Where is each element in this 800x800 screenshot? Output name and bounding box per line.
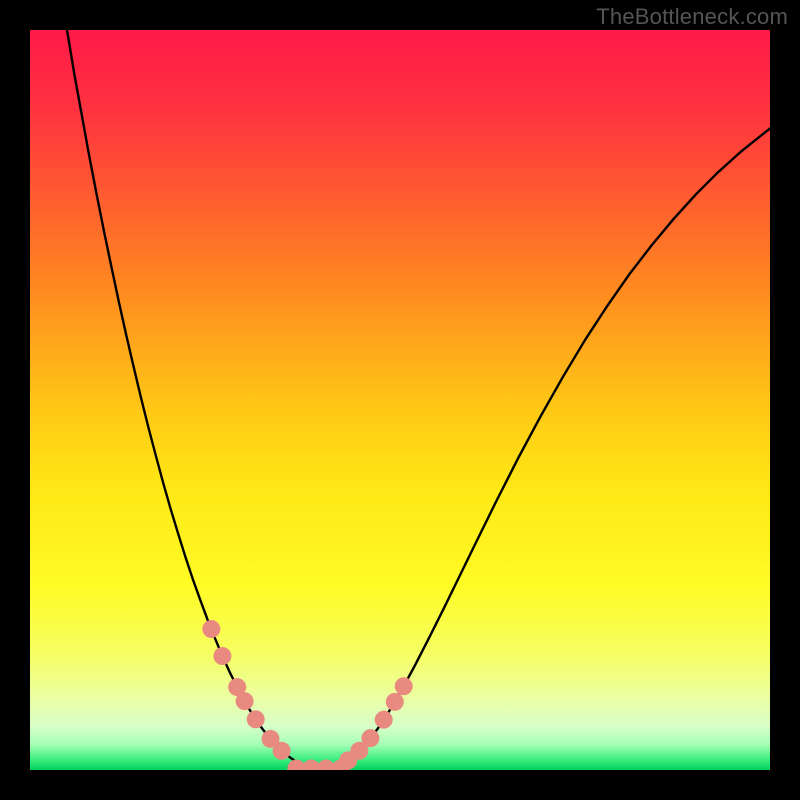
- data-marker: [375, 711, 393, 729]
- data-marker: [395, 677, 413, 695]
- frame-right: [770, 0, 800, 800]
- watermark-text: TheBottleneck.com: [596, 4, 788, 30]
- data-marker: [273, 742, 291, 760]
- left-curve: [67, 30, 326, 769]
- right-curve: [326, 128, 770, 768]
- data-marker: [236, 692, 254, 710]
- data-marker: [213, 647, 231, 665]
- frame-bottom: [0, 770, 800, 800]
- bottleneck-curve-chart: [30, 30, 770, 770]
- data-marker: [361, 729, 379, 747]
- data-marker: [247, 710, 265, 728]
- data-marker: [386, 693, 404, 711]
- plot-area: [30, 30, 770, 770]
- data-marker: [202, 620, 220, 638]
- frame-left: [0, 0, 30, 800]
- data-markers: [202, 620, 412, 770]
